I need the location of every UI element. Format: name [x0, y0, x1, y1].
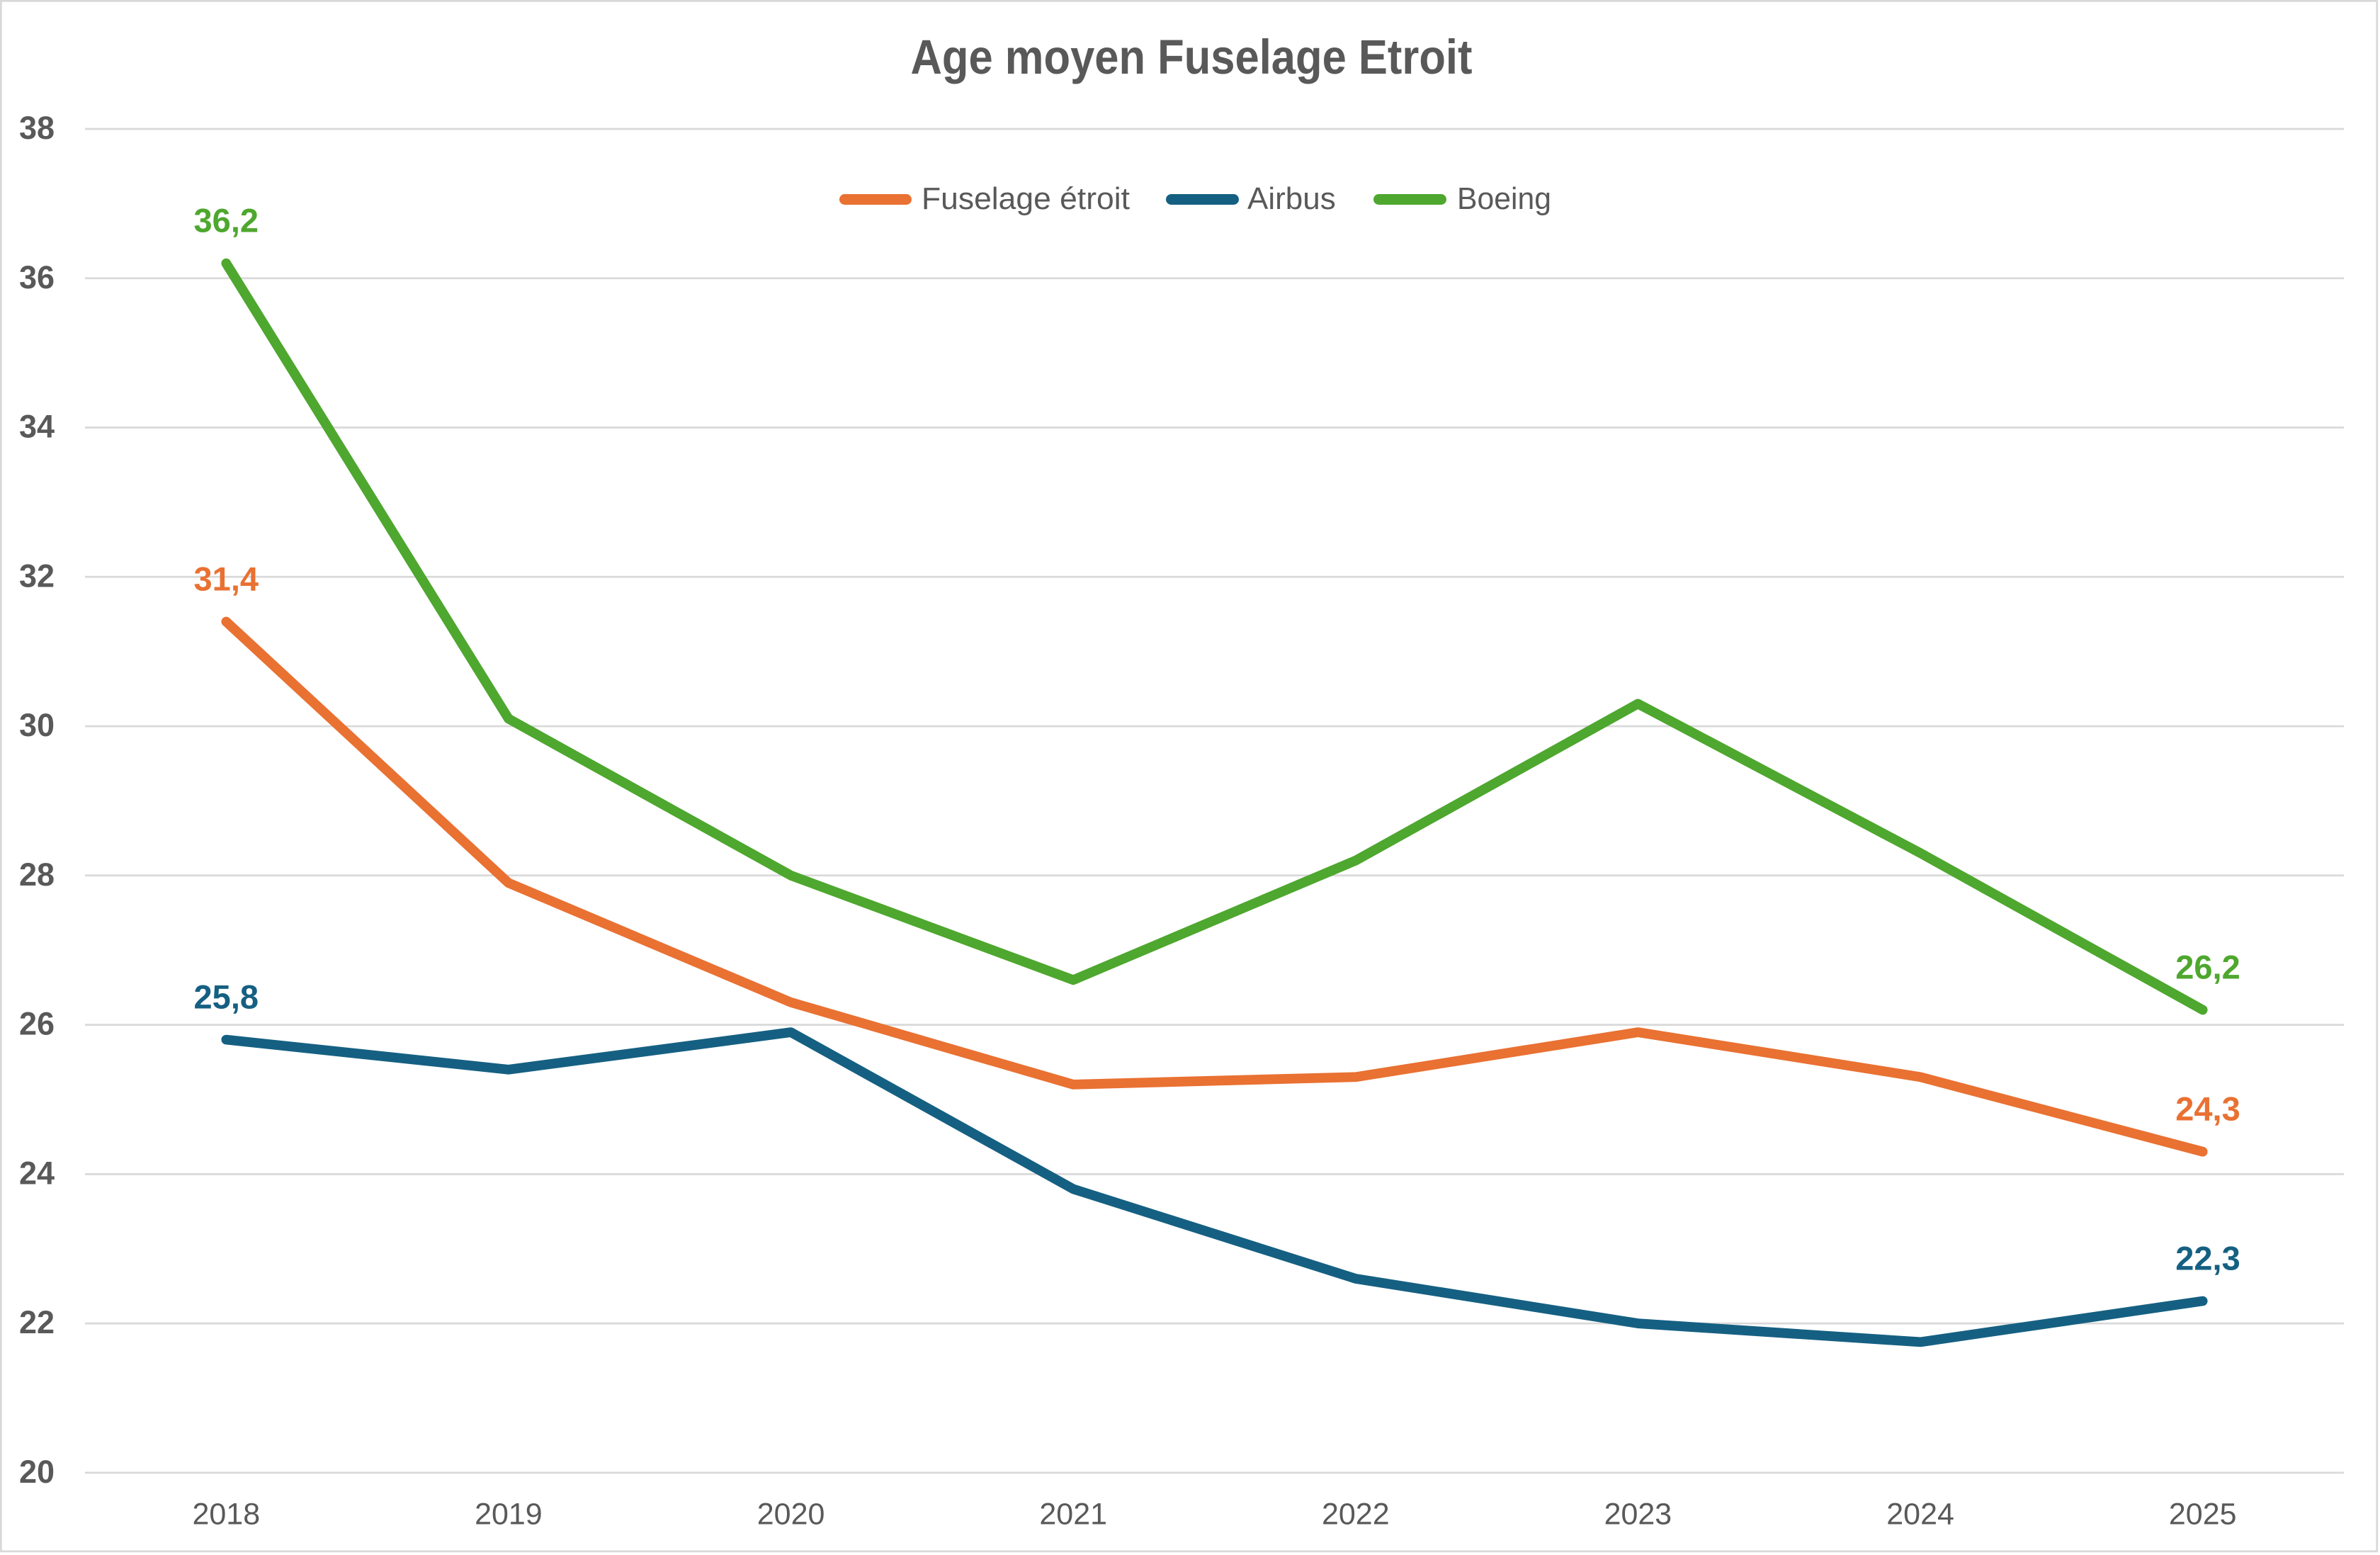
svg-text:2024: 2024	[1886, 1498, 1954, 1532]
svg-text:22,3: 22,3	[2175, 1240, 2240, 1277]
svg-text:2025: 2025	[2169, 1498, 2237, 1532]
svg-text:36: 36	[19, 259, 55, 295]
svg-text:Airbus: Airbus	[1247, 181, 1336, 216]
svg-text:2023: 2023	[1604, 1498, 1672, 1532]
svg-text:36,2: 36,2	[194, 202, 259, 239]
svg-text:Boeing: Boeing	[1457, 181, 1551, 216]
svg-text:34: 34	[19, 409, 55, 445]
svg-text:38: 38	[19, 110, 55, 146]
svg-text:25,8: 25,8	[194, 978, 259, 1016]
svg-text:2018: 2018	[192, 1498, 260, 1532]
svg-text:Fuselage étroit: Fuselage étroit	[922, 181, 1130, 216]
svg-text:2021: 2021	[1039, 1498, 1107, 1532]
svg-text:2020: 2020	[757, 1498, 825, 1532]
svg-text:28: 28	[19, 856, 55, 893]
svg-text:26: 26	[19, 1006, 55, 1042]
svg-text:2019: 2019	[475, 1498, 543, 1532]
svg-text:30: 30	[19, 707, 55, 743]
svg-text:24: 24	[19, 1155, 55, 1191]
svg-text:26,2: 26,2	[2175, 949, 2240, 986]
svg-text:Age moyen Fuselage Etroit: Age moyen Fuselage Etroit	[911, 30, 1473, 84]
svg-text:32: 32	[19, 558, 55, 594]
svg-text:22: 22	[19, 1304, 55, 1340]
svg-text:24,3: 24,3	[2175, 1090, 2240, 1128]
svg-text:2022: 2022	[1322, 1498, 1390, 1532]
svg-text:31,4: 31,4	[194, 560, 259, 598]
svg-text:20: 20	[19, 1454, 55, 1490]
